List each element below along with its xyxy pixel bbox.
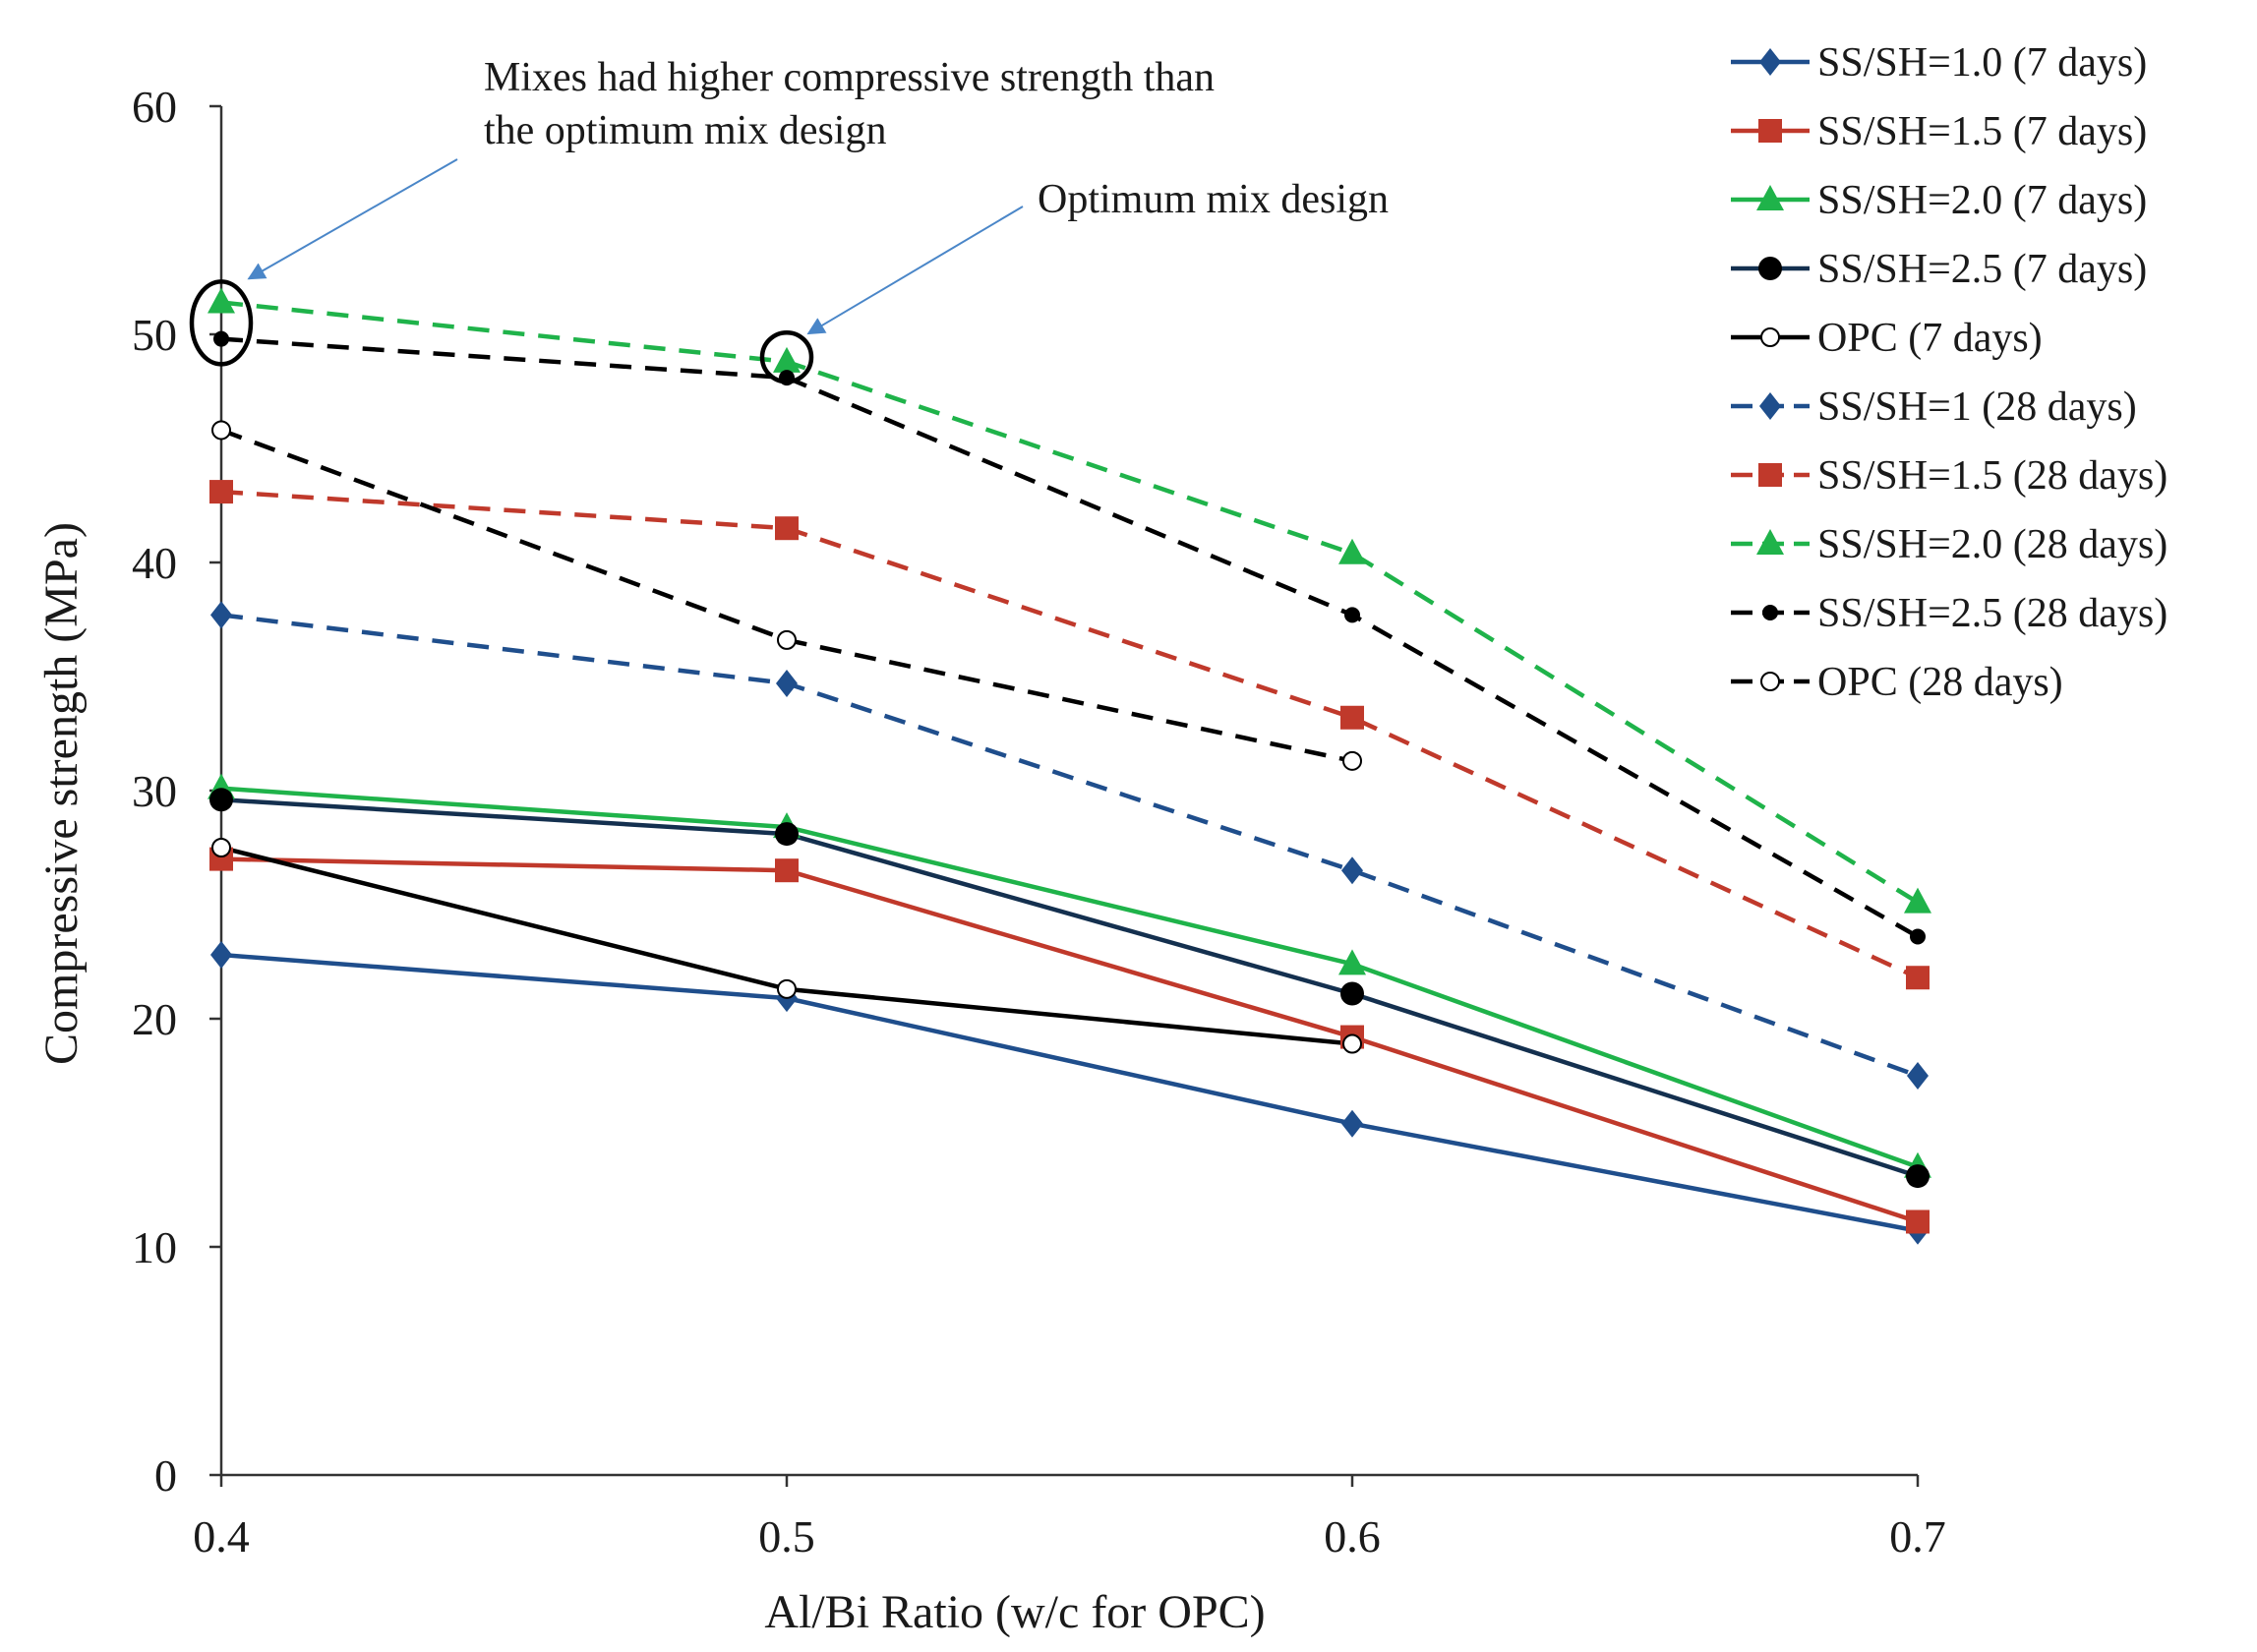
legend-marker-ss-sh-2-0-28-days xyxy=(1756,529,1784,555)
data-point-ss-sh-1-5-7-days xyxy=(1906,1210,1930,1234)
series-markers xyxy=(208,287,1931,1245)
data-point-ss-sh-1-5-28-days xyxy=(775,516,799,541)
series-line-ss-sh-2-5-28-days xyxy=(220,336,1920,939)
data-point-ss-sh-1-5-28-days xyxy=(1340,705,1364,730)
x-tick-label: 0.4 xyxy=(193,1511,250,1562)
data-point-opc-28-days xyxy=(211,420,231,441)
data-point-ss-sh-2-0-7-days xyxy=(1338,949,1366,975)
data-point-ss-sh-2-0-28-days xyxy=(773,346,801,373)
legend-marker-opc-28-days xyxy=(1760,672,1780,691)
data-point-opc-7-days xyxy=(1342,1033,1362,1054)
annotation-arrow-higher-strength xyxy=(247,158,458,280)
series-line-ss-sh-2-5-7-days xyxy=(220,797,1919,1179)
x-tick-label: 0.7 xyxy=(1889,1511,1946,1562)
legend-marker-ss-sh-2-5-28-days xyxy=(1762,605,1778,620)
data-point-ss-sh-2-5-7-days xyxy=(209,788,233,812)
y-tick-label: 30 xyxy=(132,766,177,816)
series-line-ss-sh-1-5-28-days xyxy=(220,489,1919,980)
data-point-opc-28-days xyxy=(1342,750,1362,771)
series-line-ss-sh-2-0-28-days xyxy=(220,300,1920,905)
legend-label-opc-7-days: OPC (7 days) xyxy=(1817,316,2043,361)
data-point-ss-sh-1-28-days xyxy=(776,669,798,697)
data-point-ss-sh-1-28-days xyxy=(1341,856,1363,885)
data-point-ss-sh-1-5-28-days xyxy=(209,480,233,504)
data-point-ss-sh-1-5-28-days xyxy=(1906,966,1930,990)
y-tick-label: 50 xyxy=(132,310,177,360)
legend-label-ss-sh-1-5-28-days: SS/SH=1.5 (28 days) xyxy=(1817,453,2168,499)
legend-label-ss-sh-1-28-days: SS/SH=1 (28 days) xyxy=(1817,384,2137,430)
annotation-higher-strength-line2: the optimum mix design xyxy=(484,108,886,153)
legend-label-ss-sh-2-0-28-days: SS/SH=2.0 (28 days) xyxy=(1817,522,2168,567)
series-line-ss-sh-1-28-days xyxy=(220,613,1919,1079)
data-point-opc-28-days xyxy=(777,629,797,650)
x-tick-label: 0.6 xyxy=(1324,1511,1381,1562)
data-point-opc-7-days xyxy=(777,978,797,999)
axes: 0 10 20 30 40 50 60 0.4 0.5 0.6 0.7 xyxy=(132,82,1946,1562)
data-point-ss-sh-2-0-28-days xyxy=(208,287,235,314)
legend-marker-ss-sh-1-28-days xyxy=(1759,392,1781,420)
annotation-arrow-optimum xyxy=(806,206,1024,335)
legend-label-ss-sh-2-0-7-days: SS/SH=2.0 (7 days) xyxy=(1817,178,2147,223)
x-axis-title: Al/Bi Ratio (w/c for OPC) xyxy=(764,1586,1265,1638)
data-point-ss-sh-1-0-7-days xyxy=(210,941,232,970)
series-line-ss-sh-1-0-7-days xyxy=(220,952,1919,1233)
annotation-circle-optimum xyxy=(759,329,814,384)
legend: SS/SH=1.0 (7 days) SS/SH=1.5 (7 days) SS/S… xyxy=(1731,40,2168,705)
y-tick-label: 60 xyxy=(132,82,177,132)
legend-marker-ss-sh-2-5-7-days xyxy=(1758,257,1782,280)
annotation-higher-strength-line1: Mixes had higher compressive strength th… xyxy=(484,55,1215,100)
legend-label-ss-sh-2-5-28-days: SS/SH=2.5 (28 days) xyxy=(1817,591,2168,636)
legend-marker-ss-sh-2-0-7-days xyxy=(1756,185,1784,210)
legend-marker-opc-7-days xyxy=(1760,327,1780,347)
series-line-ss-sh-2-0-7-days xyxy=(220,786,1919,1169)
series-line-opc-28-days xyxy=(220,428,1353,764)
data-point-ss-sh-1-0-7-days xyxy=(1341,1109,1363,1138)
y-tick-label: 40 xyxy=(132,538,177,588)
legend-label-opc-28-days: OPC (28 days) xyxy=(1817,660,2063,705)
data-point-ss-sh-2-5-28-days xyxy=(1910,928,1926,945)
legend-marker-ss-sh-1-0-7-days xyxy=(1759,48,1781,76)
y-tick-label: 20 xyxy=(132,994,177,1044)
legend-label-ss-sh-2-5-7-days: SS/SH=2.5 (7 days) xyxy=(1817,247,2147,292)
series-lines xyxy=(220,300,1920,1233)
y-tick-label: 10 xyxy=(132,1222,177,1272)
x-tick-label: 0.5 xyxy=(758,1511,815,1562)
annotations: Mixes had higher compressive strength th… xyxy=(189,55,1389,384)
legend-label-ss-sh-1-5-7-days: SS/SH=1.5 (7 days) xyxy=(1817,109,2147,154)
data-point-ss-sh-1-28-days xyxy=(210,601,232,629)
annotation-circle-higher-strength xyxy=(189,279,254,367)
legend-marker-ss-sh-1-5-28-days xyxy=(1758,463,1782,487)
y-tick-label: 0 xyxy=(154,1450,177,1501)
series-line-ss-sh-1-5-7-days xyxy=(220,856,1919,1224)
data-point-ss-sh-1-5-7-days xyxy=(775,858,799,883)
legend-marker-ss-sh-1-5-7-days xyxy=(1758,119,1782,143)
data-point-ss-sh-2-5-28-days xyxy=(1344,607,1360,623)
legend-label-ss-sh-1-0-7-days: SS/SH=1.0 (7 days) xyxy=(1817,40,2147,86)
data-point-ss-sh-2-5-28-days xyxy=(213,330,229,347)
annotation-optimum-mix: Optimum mix design xyxy=(1038,177,1389,222)
data-point-ss-sh-2-5-7-days xyxy=(775,822,799,847)
data-point-ss-sh-1-28-days xyxy=(1907,1062,1929,1090)
data-point-ss-sh-2-5-7-days xyxy=(1340,981,1364,1006)
y-axis-title: Compressive strength (MPa) xyxy=(35,522,88,1065)
data-point-ss-sh-2-0-28-days xyxy=(1338,538,1366,564)
data-point-opc-7-days xyxy=(211,838,231,857)
data-point-ss-sh-2-5-7-days xyxy=(1906,1164,1930,1189)
data-point-ss-sh-2-0-28-days xyxy=(1904,887,1931,914)
